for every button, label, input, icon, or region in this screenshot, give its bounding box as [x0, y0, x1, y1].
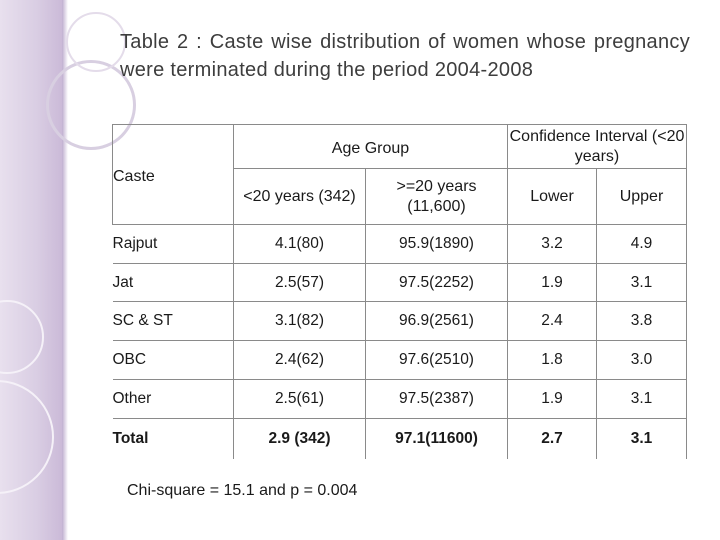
lt20-cell: 2.5(57) [233, 263, 366, 302]
ge20-cell: 97.6(2510) [365, 340, 508, 380]
upper-cell: 3.8 [596, 301, 687, 341]
decorative-ring-small [66, 12, 126, 72]
lt20-cell: 4.1(80) [233, 224, 366, 264]
total-row: Total 2.9 (342) 97.1(11600) 2.7 3.1 [112, 418, 687, 459]
ge20-cell: 97.5(2387) [365, 379, 508, 419]
col-header-upper: Upper [596, 168, 687, 225]
upper-cell: 3.1 [596, 263, 687, 302]
chi-square-footnote: Chi-square = 15.1 and p = 0.004 [127, 482, 358, 499]
ge20-cell: 97.5(2252) [365, 263, 508, 302]
ge20-cell: 95.9(1890) [365, 224, 508, 264]
table-row: Jat 2.5(57) 97.5(2252) 1.9 3.1 [112, 263, 687, 302]
lt20-cell: 2.4(62) [233, 340, 366, 380]
lower-cell: 1.8 [507, 340, 597, 380]
caste-distribution-table: Caste Age Group Confidence Interval (<20… [112, 124, 687, 459]
caste-header: Caste [112, 124, 234, 225]
total-upper: 3.1 [596, 418, 687, 459]
ge20-cell: 96.9(2561) [365, 301, 508, 341]
caste-cell: Rajput [112, 224, 234, 264]
total-lt20: 2.9 (342) [233, 418, 366, 459]
table-row: Other 2.5(61) 97.5(2387) 1.9 3.1 [112, 379, 687, 419]
caste-cell: SC & ST [112, 301, 234, 341]
lt20-cell: 3.1(82) [233, 301, 366, 341]
total-lower: 2.7 [507, 418, 597, 459]
col-header-lt20: <20 years (342) [233, 168, 366, 225]
caste-cell: Jat [112, 263, 234, 302]
lower-cell: 2.4 [507, 301, 597, 341]
upper-cell: 3.0 [596, 340, 687, 380]
upper-cell: 3.1 [596, 379, 687, 419]
slide-title: Table 2 : Caste wise distribution of wom… [120, 31, 690, 81]
table-row: SC & ST 3.1(82) 96.9(2561) 2.4 3.8 [112, 301, 687, 341]
total-ge20: 97.1(11600) [365, 418, 508, 459]
table-row: OBC 2.4(62) 97.6(2510) 1.8 3.0 [112, 340, 687, 380]
total-label: Total [112, 418, 234, 459]
caste-cell: OBC [112, 340, 234, 380]
lower-cell: 1.9 [507, 263, 597, 302]
lower-cell: 1.9 [507, 379, 597, 419]
caste-cell: Other [112, 379, 234, 419]
confidence-interval-header: Confidence Interval (<20 years) [507, 124, 687, 169]
upper-cell: 4.9 [596, 224, 687, 264]
lt20-cell: 2.5(61) [233, 379, 366, 419]
side-band-edge [62, 0, 68, 540]
age-group-header: Age Group [233, 124, 508, 169]
col-header-ge20: >=20 years (11,600) [365, 168, 508, 225]
col-header-lower: Lower [507, 168, 597, 225]
table-row: Rajput 4.1(80) 95.9(1890) 3.2 4.9 [112, 224, 687, 264]
lower-cell: 3.2 [507, 224, 597, 264]
